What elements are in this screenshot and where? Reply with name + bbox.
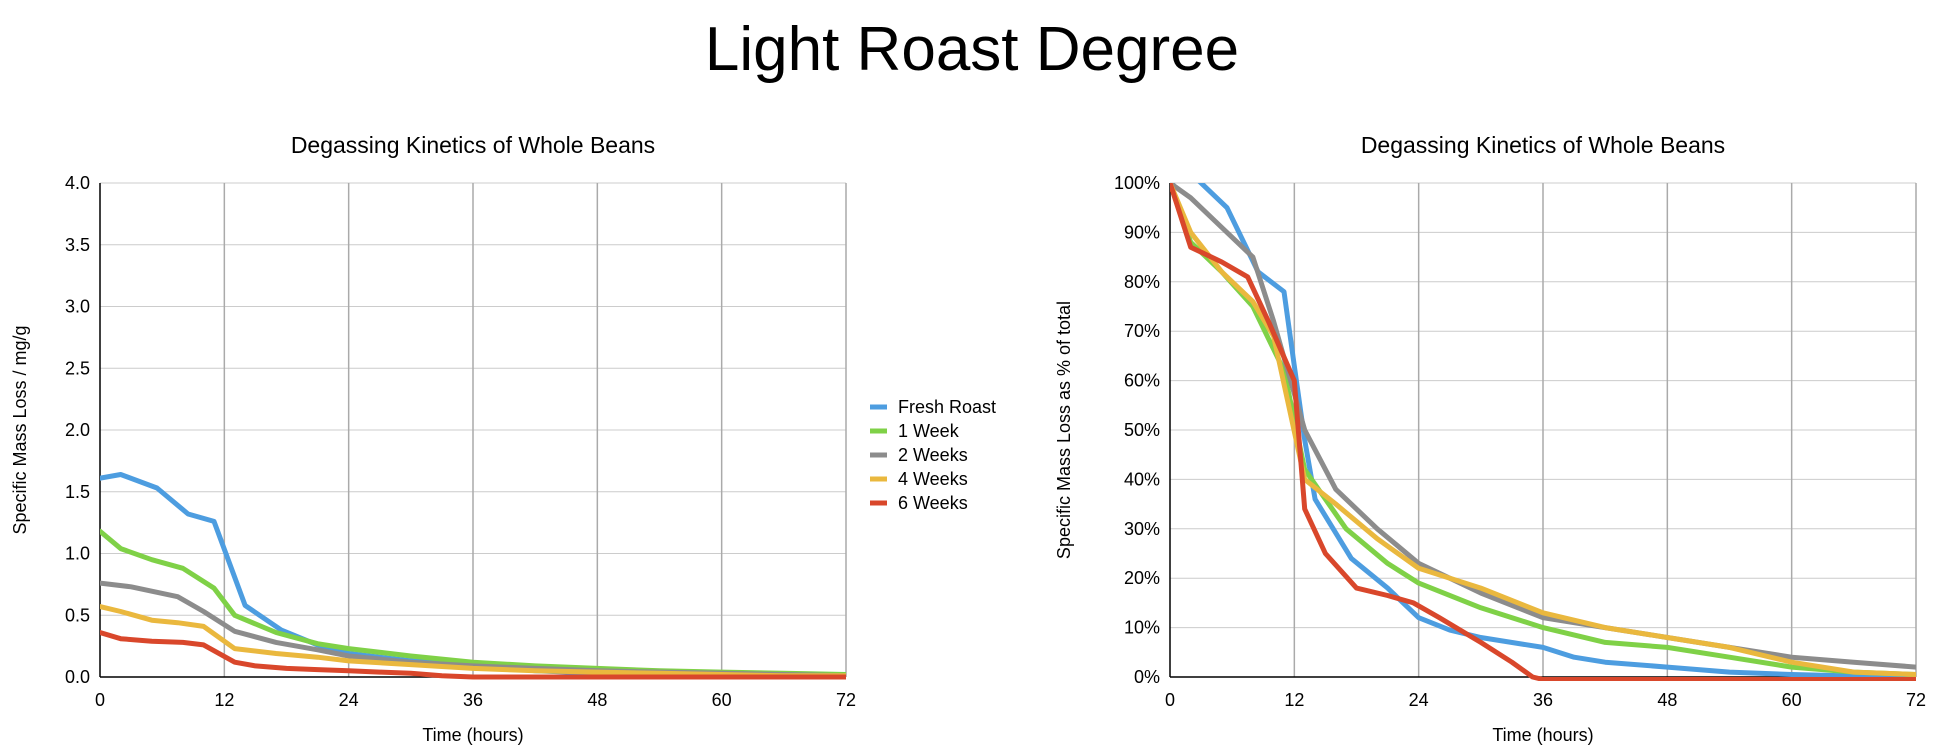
chart2-series-line-fresh-roast [1170,183,1916,680]
chart-percent-loss: 0% 10% 20% 30% 40% 50% 60% 70% 80% 90% 100% 0 12 24 36… [1054,132,1926,745]
page-title: Light Roast Degree [704,15,1240,84]
chart1-ytick-label: 3.5 [65,235,90,255]
chart1-ytick-label: 2.0 [65,420,90,440]
chart1-xtick-label: 48 [587,690,607,710]
chart2-ytick-label: 40% [1124,469,1160,489]
chart2-ytick-label: 100% [1114,173,1160,193]
chart1-series-line-6-weeks [100,630,846,680]
chart1-ytick-label: 1.0 [65,544,90,564]
chart2-xtick-label: 48 [1657,690,1677,710]
chart1-xtick-label: 60 [712,690,732,710]
chart2-x-axis-label: Time (hours) [1492,725,1593,745]
chart2-xtick-label: 0 [1165,690,1175,710]
legend-label-2-weeks: 2 Weeks [898,445,968,465]
chart2-ytick-label: 80% [1124,272,1160,292]
chart2-y-axis-label: Specific Mass Loss as % of total [1054,301,1074,559]
chart1-xtick-label: 0 [95,690,105,710]
chart2-series-line-4-weeks [1170,183,1916,677]
chart2-ytick-label: 70% [1124,321,1160,341]
chart1-xtick-label: 24 [339,690,359,710]
chart2-ytick-label: 20% [1124,568,1160,588]
chart2-xtick-label: 12 [1284,690,1304,710]
legend-label-fresh-roast: Fresh Roast [898,397,996,417]
chart2-xtick-label: 24 [1409,690,1429,710]
chart1-title: Degassing Kinetics of Whole Beans [291,132,655,158]
chart1-xtick-label: 36 [463,690,483,710]
chart1-ytick-label: 2.5 [65,358,90,378]
chart2-ytick-label: 10% [1124,618,1160,638]
chart1-xtick-label: 12 [214,690,234,710]
legend-label-1-week: 1 Week [898,421,960,441]
chart1-y-axis-label: Specific Mass Loss / mg/g [10,325,30,534]
chart1-ytick-label: 4.0 [65,173,90,193]
chart2-xtick-label: 60 [1782,690,1802,710]
chart1-x-axis-label: Time (hours) [422,725,523,745]
chart2-series-line-6-weeks [1170,183,1916,681]
chart2-ytick-label: 90% [1124,222,1160,242]
chart1-ytick-label: 1.5 [65,482,90,502]
chart-mass-loss: 0.0 0.5 1.0 1.5 2.0 2.5 3.0 3.5 4.0 0 12 24 36 48 60 72… [10,132,996,745]
chart2-ytick-label: 60% [1124,371,1160,391]
chart2-xtick-label: 72 [1906,690,1926,710]
legend-label-6-weeks: 6 Weeks [898,493,968,513]
chart2-ytick-label: 30% [1124,519,1160,539]
chart2-xtick-label: 36 [1533,690,1553,710]
chart1-xtick-label: 72 [836,690,856,710]
chart2-title: Degassing Kinetics of Whole Beans [1361,132,1725,158]
chart2-ytick-label: 0% [1134,667,1160,687]
legend-label-4-weeks: 4 Weeks [898,469,968,489]
chart1-ytick-label: 0.5 [65,605,90,625]
chart1-ytick-label: 0.0 [65,667,90,687]
chart2-ytick-label: 50% [1124,420,1160,440]
chart1-ytick-label: 3.0 [65,297,90,317]
chart1-series-line-4-weeks [100,604,846,679]
